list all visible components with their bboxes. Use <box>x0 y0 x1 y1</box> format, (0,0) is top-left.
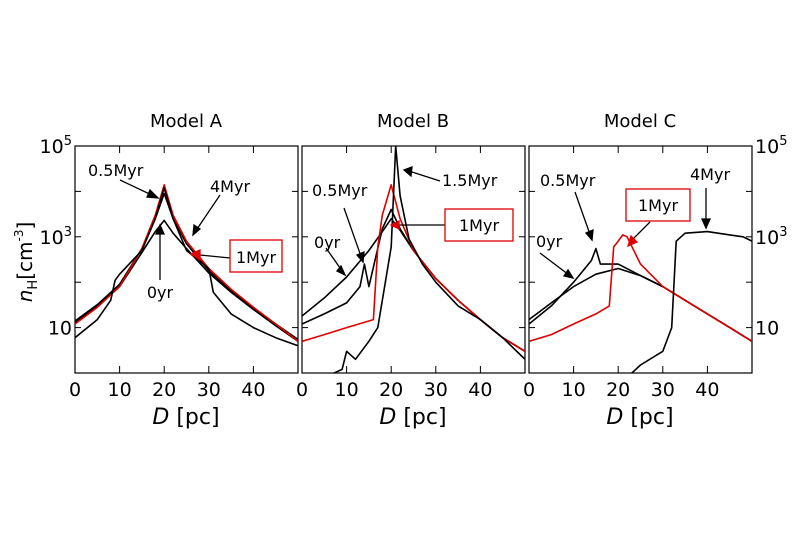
panel-c-annotations <box>539 188 712 279</box>
panel-a-ytick-label: 105 <box>40 134 72 158</box>
panel-a-xlabel: D [pc] <box>152 405 219 430</box>
panel-a-xtick-label: 0 <box>69 379 81 401</box>
panel-b-frame <box>301 145 526 374</box>
panel-a-ann-1myr: 1Myr <box>236 248 276 267</box>
panel-a-1myr-box <box>229 239 283 273</box>
panel-b-xtick-label: 0 <box>296 379 308 401</box>
panel-b-xtick-label: 30 <box>424 379 448 401</box>
panel-b-ann-0.5myr: 0.5Myr <box>312 181 368 200</box>
panel-c-xtick-label: 40 <box>695 379 719 401</box>
panel-a-ytick-label: 103 <box>40 225 72 249</box>
panel-b-ann-1.5myr: 1.5Myr <box>442 171 498 190</box>
series-lines <box>75 146 752 373</box>
panel-a-series-0yr <box>75 219 298 342</box>
panel-a-xtick-label: 10 <box>108 379 132 401</box>
panel-b-xtick-label: 10 <box>335 379 359 401</box>
panel-a-series-1myr <box>75 184 298 342</box>
panel-c-ytick-label: 10 <box>755 318 779 340</box>
panel-a-ann-4myr: 4Myr <box>210 177 250 196</box>
panel-c-xtick-label: 10 <box>562 379 586 401</box>
panel-c-frame <box>528 145 753 374</box>
panel-b-xtick-label: 40 <box>468 379 492 401</box>
panel-a-series-4myr <box>75 187 298 347</box>
panel-b-ann-0yr: 0yr <box>314 233 341 252</box>
y-axis-label: nH[cm-3] <box>12 222 41 303</box>
panel-c-series-4myr <box>630 230 752 373</box>
panel-b-ann-1myr: 1Myr <box>459 216 499 235</box>
panel-c-ann-1myr: 1Myr <box>638 196 678 215</box>
panel-a-ann-0yr: 0yr <box>147 283 174 302</box>
panel-c-ann-4myr: 4Myr <box>690 165 730 184</box>
svg-text:D [pc]: D [pc] <box>379 405 446 430</box>
panel-c-xtick-label: 30 <box>651 379 675 401</box>
panel-c-xtick-label: 0 <box>523 379 535 401</box>
panel-c-ytick-label: 103 <box>755 225 787 249</box>
panel-b-series-1myr <box>302 184 525 352</box>
panel-c-ann-0yr: 0yr <box>536 232 563 251</box>
panel-c-series-0yr <box>529 267 752 342</box>
panel-c-xlabel: D [pc] <box>606 405 673 430</box>
panel-a-xtick-label: 20 <box>152 379 176 401</box>
panel-a-ytick-label: 10 <box>48 318 72 340</box>
panel-b-1myr-box <box>444 208 514 242</box>
panel-b-title: Model B <box>377 111 449 132</box>
axis-ticks: 0 10 20 30 40 10 103 105 0 10 20 30 40 0 10 20 30 40 10 103… <box>40 134 788 401</box>
panel-a-title: Model A <box>150 111 223 132</box>
panel-b-annotations <box>325 166 514 277</box>
panel-b-series-1-5myr <box>332 146 525 373</box>
panel-a-annotations <box>119 179 283 280</box>
panel-a-ann-0.5myr: 0.5Myr <box>88 161 144 180</box>
panel-c-title: Model C <box>604 111 676 132</box>
svg-text:D [pc]: D [pc] <box>152 405 219 430</box>
panel-c-1myr-box <box>625 188 691 222</box>
panel-c-series-1myr <box>529 234 752 343</box>
svg-text:D [pc]: D [pc] <box>606 405 673 430</box>
panel-c-xtick-label: 20 <box>606 379 630 401</box>
panel-b-xlabel: D [pc] <box>379 405 446 430</box>
panel-a-xtick-label: 30 <box>197 379 221 401</box>
panel-a-xtick-label: 40 <box>241 379 265 401</box>
panel-c-ytick-label: 105 <box>755 134 787 158</box>
panel-b-xtick-label: 20 <box>379 379 403 401</box>
panel-a-frame <box>74 145 299 374</box>
panel-c-ann-0.5myr: 0.5Myr <box>540 171 596 190</box>
